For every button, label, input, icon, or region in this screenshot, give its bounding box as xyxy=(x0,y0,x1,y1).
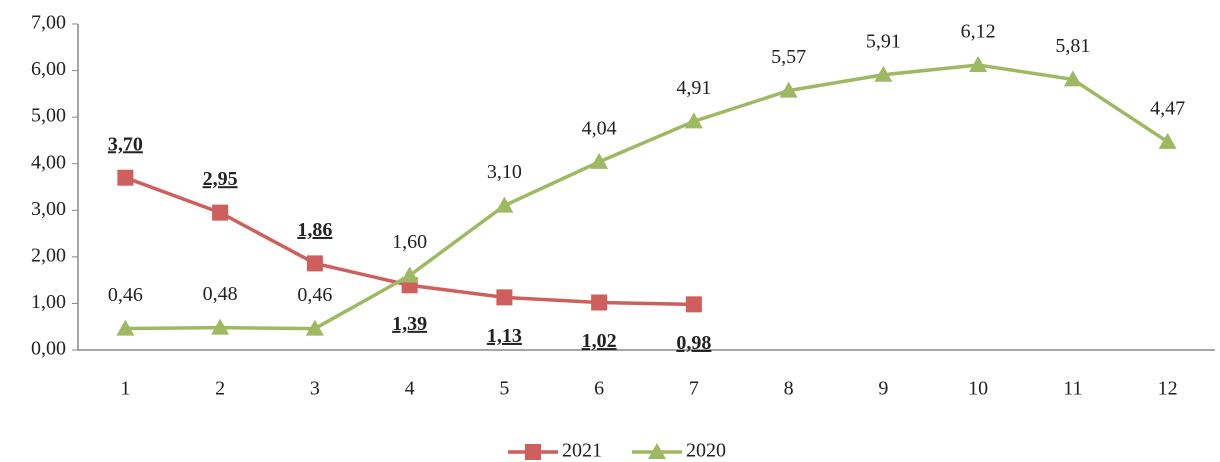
point-marker xyxy=(684,112,703,129)
point-marker xyxy=(116,319,135,336)
data-label: 1,13 xyxy=(487,325,522,347)
y-tick-label: 4,00 xyxy=(31,151,66,173)
x-tick-label: 8 xyxy=(784,378,794,400)
data-label: 6,12 xyxy=(961,21,996,43)
y-tick-label: 2,00 xyxy=(31,244,66,266)
data-label: 5,91 xyxy=(866,30,901,52)
data-label: 3,70 xyxy=(108,133,143,155)
point-marker xyxy=(969,55,988,72)
y-tick-label: 5,00 xyxy=(31,105,66,127)
point-marker xyxy=(117,169,134,186)
point-marker xyxy=(590,152,609,169)
y-tick-label: 6,00 xyxy=(31,58,66,80)
data-label: 0,48 xyxy=(203,283,238,305)
x-tick-label: 2 xyxy=(215,378,225,400)
point-marker xyxy=(685,296,702,313)
data-label: 5,81 xyxy=(1055,35,1090,57)
point-marker xyxy=(496,289,513,306)
x-tick-label: 6 xyxy=(594,378,604,400)
data-label: 3,10 xyxy=(487,161,522,183)
point-marker xyxy=(874,65,893,82)
x-tick-label: 5 xyxy=(499,378,509,400)
x-tick-label: 1 xyxy=(120,378,130,400)
data-label: 1,60 xyxy=(392,231,427,253)
legend-label: 2020 xyxy=(686,440,726,462)
x-tick-label: 7 xyxy=(689,378,699,400)
data-label: 0,46 xyxy=(108,284,143,306)
y-tick-label: 7,00 xyxy=(31,12,66,34)
point-marker xyxy=(212,204,229,221)
data-label: 4,91 xyxy=(676,77,711,99)
point-marker xyxy=(591,294,608,311)
legend-label: 2021 xyxy=(562,440,602,462)
data-label: 4,04 xyxy=(582,117,617,139)
x-tick-label: 10 xyxy=(968,378,988,400)
point-marker xyxy=(1158,132,1177,149)
data-label: 4,47 xyxy=(1150,97,1185,119)
point-marker xyxy=(779,81,798,98)
x-tick-label: 12 xyxy=(1158,378,1178,400)
x-tick-label: 9 xyxy=(878,378,888,400)
data-label: 5,57 xyxy=(771,46,806,68)
x-tick-label: 11 xyxy=(1063,378,1082,400)
y-tick-label: 1,00 xyxy=(31,291,66,313)
data-label: 1,86 xyxy=(297,219,332,241)
point-marker xyxy=(400,266,419,283)
point-marker xyxy=(495,196,514,213)
y-tick-label: 0,00 xyxy=(31,338,66,360)
data-label: 0,46 xyxy=(297,284,332,306)
y-tick-label: 3,00 xyxy=(31,198,66,220)
x-tick-label: 3 xyxy=(310,378,320,400)
data-label: 2,95 xyxy=(203,168,238,190)
series-line xyxy=(125,63,1169,331)
point-marker xyxy=(306,255,323,272)
point-marker xyxy=(1063,70,1082,87)
point-marker xyxy=(305,319,324,336)
legend-marker xyxy=(525,444,541,460)
data-label: 0,98 xyxy=(676,332,711,354)
data-label: 1,39 xyxy=(392,313,427,335)
data-label: 1,02 xyxy=(582,330,617,352)
point-marker xyxy=(211,318,230,335)
legend-marker xyxy=(648,443,666,459)
x-tick-label: 4 xyxy=(405,378,415,400)
